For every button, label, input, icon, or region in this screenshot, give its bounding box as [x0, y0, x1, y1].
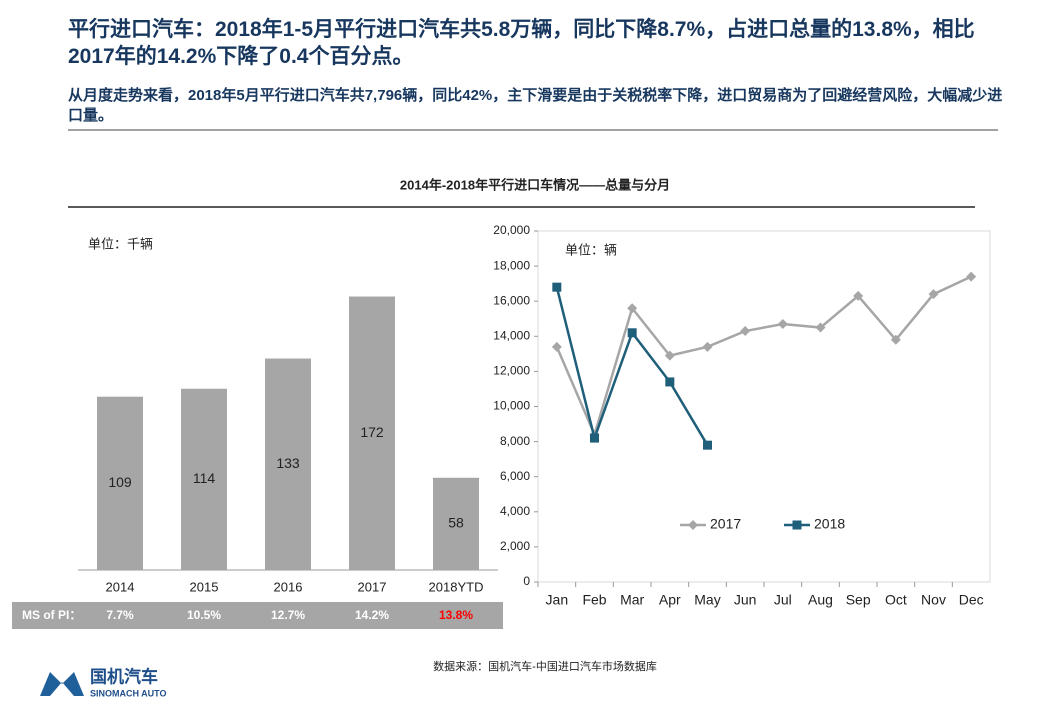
x-tick-label: Apr [659, 592, 681, 608]
logo-sub: SINOMACH AUTO [90, 688, 167, 698]
x-tick-label: Nov [921, 592, 946, 608]
marker [552, 282, 562, 292]
y-tick-label: 4,000 [500, 504, 530, 518]
y-tick-label: 14,000 [493, 328, 530, 342]
unit-label: 单位：辆 [565, 242, 617, 257]
x-tick-label: Jul [774, 592, 792, 608]
marker [890, 334, 901, 345]
value-label: 172 [360, 424, 384, 440]
marker [590, 433, 599, 443]
ms-value: 13.8% [439, 608, 473, 622]
value-label: 133 [276, 455, 300, 471]
bar [97, 396, 143, 570]
x-tick-label: 2016 [274, 579, 303, 594]
x-tick-label: 2015 [190, 579, 219, 594]
marker [551, 341, 562, 352]
ms-value: 7.7% [106, 608, 134, 622]
x-tick-label: Aug [808, 592, 833, 608]
source: 数据来源：国机汽车-中国进口汽车市场数据库 [433, 659, 657, 673]
marker [815, 322, 826, 333]
marker [928, 289, 939, 300]
bar [433, 477, 479, 570]
legend-marker [792, 520, 802, 530]
value-label: 109 [108, 474, 132, 490]
ms-label: MS of PI： [22, 608, 81, 622]
x-tick-label: Feb [582, 592, 606, 608]
x-tick-label: Mar [620, 592, 644, 608]
y-tick-label: 12,000 [493, 364, 530, 378]
ms-value: 14.2% [355, 608, 389, 622]
x-tick-label: Oct [885, 592, 907, 608]
y-tick-label: 16,000 [493, 293, 530, 307]
series-line [555, 275, 972, 439]
x-tick-label: Jun [734, 592, 757, 608]
logo-mark [40, 672, 84, 696]
y-tick-label: 8,000 [500, 434, 530, 448]
y-tick-label: 18,000 [493, 258, 530, 272]
bar [265, 358, 311, 570]
marker [853, 290, 864, 301]
marker [966, 271, 977, 282]
value-label: 58 [448, 515, 464, 531]
legend-marker [688, 520, 698, 530]
marker [702, 341, 713, 352]
y-tick-label: 20,000 [493, 223, 530, 237]
marker [665, 377, 675, 387]
x-tick-label: 2018YTD [429, 579, 484, 594]
marker [703, 440, 712, 450]
logo-name: 国机汽车 [90, 666, 158, 686]
y-tick-label: 10,000 [493, 399, 530, 413]
marker [627, 303, 638, 314]
title: 平行进口汽车：2018年1-5月平行进口汽车共5.8万辆，同比下降8.7%，占进… [68, 18, 975, 68]
chart-title: 2014年-2018年平行进口车情况——总量与分月 [400, 177, 670, 192]
bar [349, 296, 395, 570]
x-tick-label: Sep [846, 592, 871, 608]
marker [627, 328, 637, 338]
marker [777, 319, 788, 330]
ms-value: 12.7% [271, 608, 305, 622]
logo: 国机汽车 SINOMACH AUTO [40, 666, 167, 698]
bar [181, 388, 227, 570]
marker [664, 350, 675, 361]
ms-row-bg [12, 602, 503, 629]
legend-label: 2018 [814, 516, 845, 532]
y-tick-label: 2,000 [500, 539, 530, 553]
x-tick-label: Jan [546, 592, 569, 608]
ms-value: 10.5% [187, 608, 221, 622]
x-tick-label: 2017 [358, 579, 387, 594]
marker [740, 326, 751, 337]
x-tick-label: May [694, 592, 720, 608]
y-tick-label: 6,000 [500, 469, 530, 483]
x-tick-label: 2014 [106, 579, 135, 594]
unit-label: 单位：千辆 [88, 236, 153, 251]
y-tick-label: 0 [523, 574, 530, 588]
value-label: 114 [193, 470, 216, 486]
legend-label: 2017 [710, 516, 741, 532]
subtitle: 从月度走势来看，2018年5月平行进口汽车共7,796辆，同比42%，主下滑要是… [68, 87, 1003, 124]
x-tick-label: Dec [959, 592, 984, 608]
